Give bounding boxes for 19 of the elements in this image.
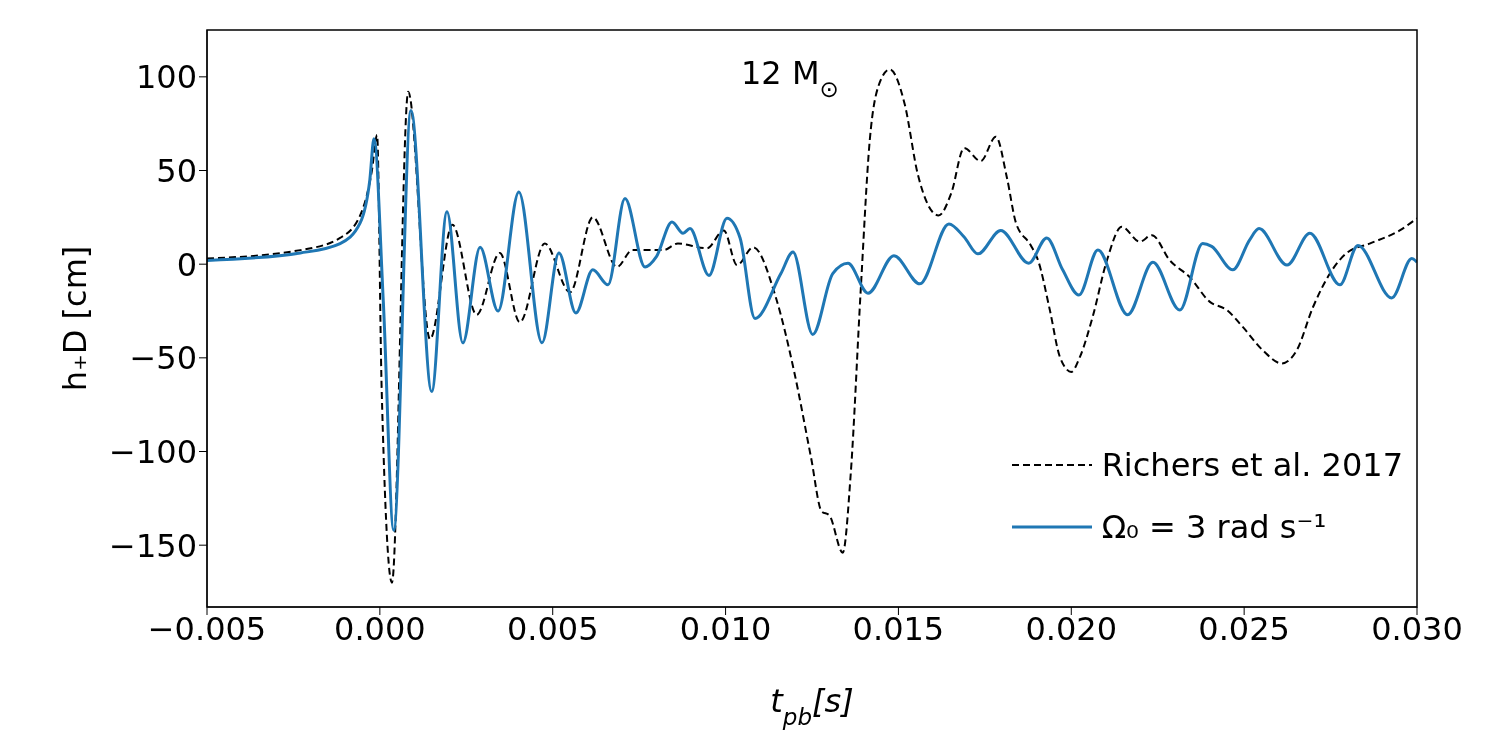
x-tick-label: 0.015	[852, 609, 945, 648]
legend-label: Richers et al. 2017	[1101, 446, 1403, 484]
annotation: 12 M$_{⊙}$	[741, 54, 839, 102]
y-tick-label: 0	[176, 245, 197, 284]
x-tick-label: −0.005	[147, 609, 267, 648]
x-axis-title: t$_{pb}$[s]	[770, 682, 854, 730]
x-tick-label: 0.010	[679, 609, 772, 648]
y-tick-label: 100	[135, 58, 197, 97]
y-tick-label: 50	[156, 151, 197, 190]
x-tick-label: 0.030	[1371, 609, 1463, 648]
x-tick-label: 0.000	[334, 609, 426, 648]
y-tick-label: −50	[129, 339, 197, 378]
x-tick-label: 0.005	[506, 609, 599, 648]
y-axis-title: h₊D [cm]	[56, 245, 94, 392]
y-tick-label: −150	[109, 526, 197, 565]
y-tick-label: −100	[109, 432, 197, 471]
x-tick-label: 0.025	[1198, 609, 1290, 648]
legend-label: Ω₀ = 3 rad s⁻¹	[1101, 508, 1327, 546]
x-tick-label: 0.020	[1025, 609, 1118, 648]
